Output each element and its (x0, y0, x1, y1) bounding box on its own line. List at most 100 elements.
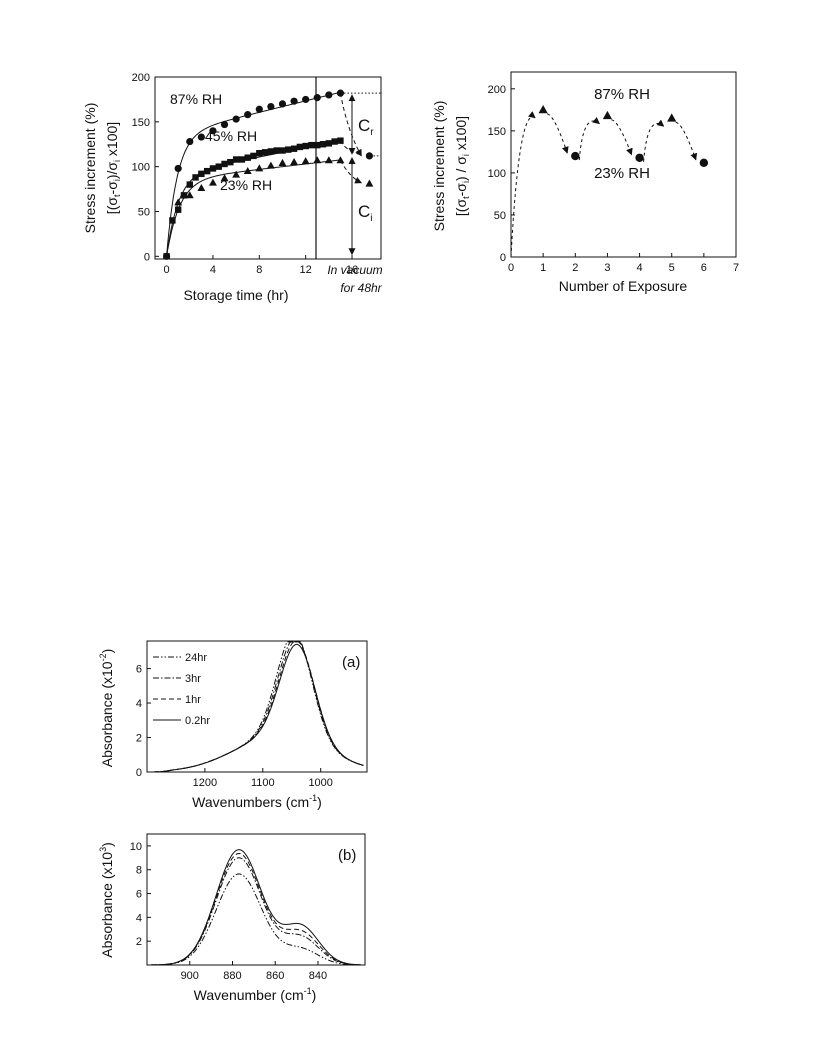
data-point-circle (174, 164, 182, 173)
exposure-path (643, 119, 665, 162)
data-point-square (198, 170, 205, 178)
ftir-b-line-1hr (151, 852, 361, 966)
data-point-triangle (185, 191, 194, 199)
data-point-square (256, 150, 263, 157)
x-tick-label: 900 (181, 970, 199, 982)
vacuum-label-2: for 48hr (340, 281, 382, 295)
exposure-path (675, 121, 698, 161)
x-tick-label: 4 (637, 262, 643, 274)
y-tick-label: 50 (494, 210, 506, 222)
ci-label: Ci (358, 202, 373, 224)
data-point-circle (197, 133, 205, 141)
data-point-triangle (174, 198, 183, 206)
data-point-circle (220, 120, 229, 129)
ftir-b-line-3hr (151, 857, 361, 966)
legend-label-3hr: 3hr (185, 673, 201, 685)
series-label-23: 23% RH (220, 177, 272, 193)
y-tick-label: 150 (132, 117, 150, 129)
ftir-b-ylabel: Absorbance (x103) (98, 842, 115, 958)
x-tick-label: 8 (256, 264, 262, 276)
exposure-point-circle (635, 153, 644, 162)
storage-ylabel: Stress increment (%) (82, 103, 98, 234)
y-tick-label: 200 (488, 84, 506, 96)
x-tick-label: 0 (508, 262, 514, 274)
data-point-square (169, 217, 176, 224)
y-tick-label: 50 (138, 206, 150, 218)
exposure-xlabel: Number of Exposure (559, 278, 688, 294)
data-point-square (215, 163, 222, 170)
legend-label-1hr: 1hr (185, 694, 201, 706)
x-tick-label: 12 (300, 264, 312, 276)
x-tick-label: 1200 (193, 777, 217, 789)
data-point-square (267, 148, 275, 155)
x-tick-label: 860 (266, 970, 284, 982)
data-point-square (221, 160, 228, 168)
data-point-square (296, 143, 304, 151)
y-tick-label: 4 (136, 912, 142, 924)
x-tick-label: 0 (164, 264, 170, 276)
y-tick-label: 0 (500, 252, 506, 264)
data-point-square (227, 158, 234, 166)
x-tick-label: 840 (309, 970, 327, 982)
storage-chart: 0 4 8 12 16 0 50 100 150 200 Stress increment (%)… (82, 72, 383, 303)
x-tick-label: 1 (540, 262, 546, 274)
data-point-square (180, 192, 188, 199)
transition-arrow-87 (339, 93, 362, 157)
data-point-square (314, 141, 321, 149)
x-tick-label: 16 (346, 264, 358, 276)
data-point-triangle (290, 158, 299, 166)
exposure-plot-frame (510, 71, 737, 258)
ftir-a-line-0.2hr (152, 643, 364, 773)
storage-xlabel: Storage time (hr) (183, 287, 288, 303)
data-point-triangle (255, 164, 264, 172)
y-tick-label: 0 (136, 767, 142, 779)
ftir-a-panel-label: (a) (342, 654, 360, 671)
data-point-triangle (266, 161, 275, 169)
storage-ylabel-formula: [(σt-σi)/σi x100] (104, 122, 122, 214)
data-point-circle (232, 115, 240, 123)
data-point-square (273, 147, 280, 154)
data-point-square (174, 206, 182, 213)
vacuum-point (365, 179, 374, 187)
data-point-circle (278, 100, 287, 108)
exposure-chart: 0 1 2 3 4 5 6 7 0 50 100 150 200 Stress increment (%… (431, 71, 739, 294)
x-tick-label: 1100 (251, 777, 275, 789)
series-label-87: 87% RH (170, 91, 222, 107)
x-tick-label: 3 (604, 262, 610, 274)
data-point-square (238, 156, 246, 163)
legend-label-0.2hr: 0.2hr (185, 715, 210, 727)
data-point-square (325, 140, 333, 147)
ftir-b-plot-frame (146, 833, 366, 966)
transition-arrow-45 (339, 140, 362, 156)
ftir-a-plot-frame (146, 640, 368, 773)
exposure-label-top: 87% RH (594, 86, 650, 103)
y-tick-label: 4 (136, 698, 142, 710)
exposure-path (546, 113, 569, 154)
exposure-point-circle (699, 158, 709, 168)
y-tick-label: 200 (132, 72, 150, 84)
exposure-ylabel-formula: [(σt-σi) / σi x100] (453, 116, 471, 216)
data-point-square (319, 141, 327, 148)
data-point-circle (186, 137, 194, 146)
data-point-triangle (243, 166, 252, 175)
data-point-triangle (301, 157, 310, 165)
exposure-point-triangle (602, 110, 613, 120)
y-tick-label: 8 (136, 865, 142, 877)
data-point-triangle (197, 184, 206, 192)
ftir-a-chart: 1200 1100 1000 0 2 4 6 24hr 3hr 1hr 0.2hr (a) Abs… (98, 640, 368, 810)
exposure-label-bottom: 23% RH (594, 165, 650, 182)
ftir-b-xlabel: Wavenumber (cm-1) (194, 986, 317, 1003)
data-point-square (209, 165, 217, 172)
exposure-point-triangle (667, 113, 677, 122)
x-tick-label: 880 (223, 970, 241, 982)
exposure-point-circle (571, 151, 580, 161)
data-point-square (232, 156, 240, 163)
data-point-square (250, 152, 257, 160)
fit-curve-2 (166, 159, 341, 257)
data-point-triangle (336, 156, 345, 164)
legend-label-24hr: 24hr (185, 652, 207, 664)
data-point-triangle (220, 174, 229, 182)
vacuum-point (365, 152, 374, 160)
x-tick-label: 5 (669, 262, 675, 274)
